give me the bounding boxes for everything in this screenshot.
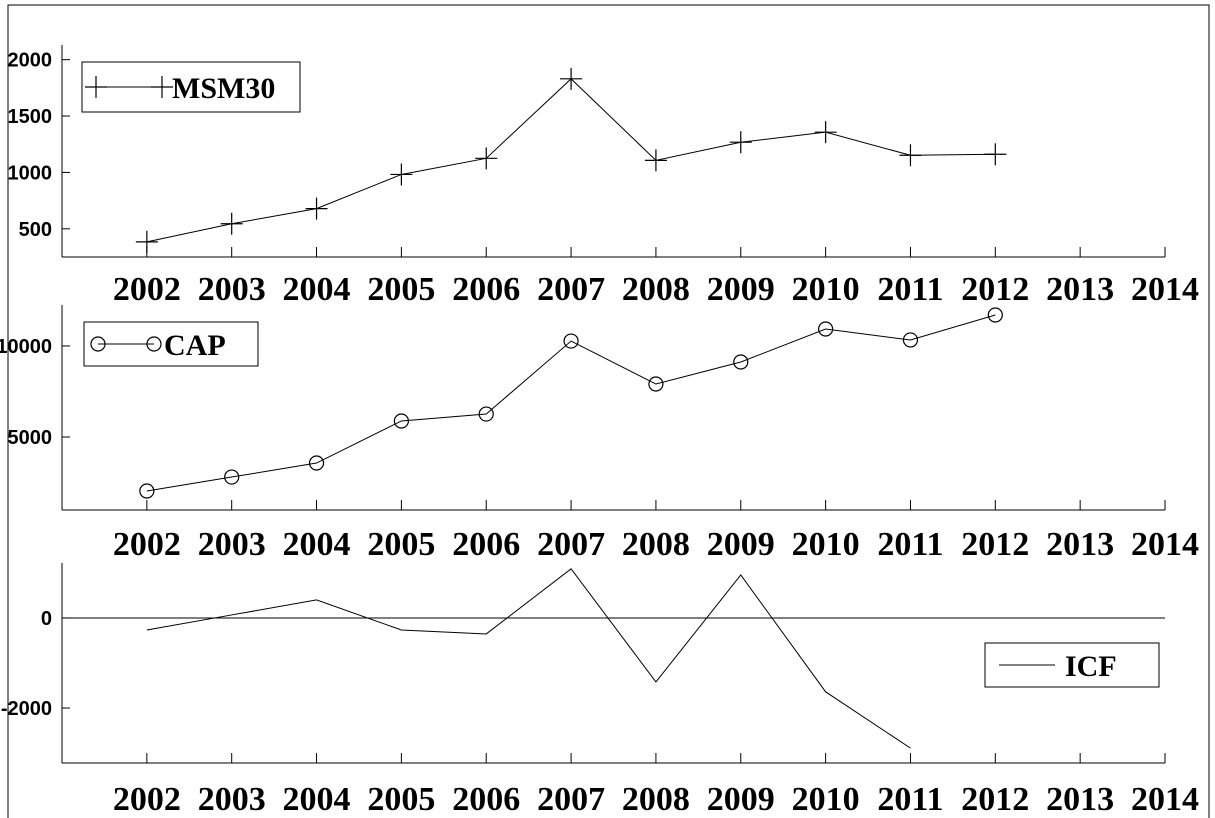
marker (224, 469, 240, 485)
y-tick-label: 500 (19, 219, 52, 241)
legend-label: MSM30 (172, 72, 275, 105)
x-tick-label: 2002 (113, 526, 181, 563)
y-tick-label: 2000 (8, 50, 53, 72)
marker (475, 147, 498, 170)
x-tick-label: 2003 (198, 781, 266, 818)
marker (899, 144, 922, 167)
y-tick-label: 5000 (8, 427, 53, 449)
x-tick-label: 2011 (877, 781, 943, 818)
x-tick-label: 2008 (622, 526, 690, 563)
marker (814, 121, 837, 144)
x-tick-label: 2006 (452, 781, 520, 818)
marker (987, 307, 1003, 323)
marker (902, 332, 919, 348)
series-line (146, 314, 996, 492)
legend-marker (90, 336, 106, 352)
y-tick-label: 10000 (0, 336, 52, 358)
x-tick-label: 2010 (792, 271, 860, 308)
x-tick-label: 2002 (113, 271, 181, 308)
x-tick-label: 2012 (961, 271, 1029, 308)
x-tick-label: 2009 (707, 271, 775, 308)
x-tick-label: 2005 (367, 271, 435, 308)
x-tick-label: 2007 (537, 271, 605, 308)
x-tick-label: 2006 (452, 271, 520, 308)
marker (220, 212, 243, 235)
x-tick-label: 2011 (877, 271, 943, 308)
marker (393, 413, 409, 429)
marker (560, 67, 583, 90)
x-tick-label: 2009 (707, 781, 775, 818)
x-tick-label: 2010 (792, 781, 860, 818)
x-tick-label: 2007 (537, 526, 605, 563)
y-tick-label: 0 (41, 608, 52, 630)
x-tick-label: 2013 (1046, 271, 1114, 308)
marker (984, 143, 1007, 166)
marker (305, 197, 328, 220)
marker (729, 131, 752, 154)
x-tick-label: 2006 (452, 526, 520, 563)
x-tick-label: 2011 (877, 526, 943, 563)
x-tick-label: 2003 (198, 271, 266, 308)
frame (7, 4, 1210, 818)
x-tick-label: 2002 (113, 781, 181, 818)
marker (139, 483, 155, 499)
y-tick-label: 1500 (8, 106, 53, 128)
marker (644, 149, 667, 172)
x-tick-label: 2012 (961, 526, 1029, 563)
x-tick-label: 2013 (1046, 781, 1114, 818)
y-tick-label: 1000 (8, 162, 53, 184)
marker (648, 376, 664, 392)
x-tick-label: 2008 (622, 271, 690, 308)
legend-marker (151, 76, 173, 98)
x-tick-label: 2007 (537, 781, 605, 818)
x-tick-label: 2008 (622, 781, 690, 818)
x-tick-label: 2003 (198, 526, 266, 563)
marker (478, 406, 494, 422)
legend-marker (146, 336, 162, 352)
x-tick-label: 2013 (1046, 526, 1114, 563)
marker (563, 333, 579, 349)
x-tick-label: 2009 (707, 526, 775, 563)
x-tick-label: 2005 (367, 781, 435, 818)
marker (818, 321, 834, 337)
series-line (146, 568, 911, 749)
legend-marker (85, 76, 107, 98)
marker (733, 354, 749, 370)
marker (390, 163, 413, 186)
x-tick-label: 2010 (792, 526, 860, 563)
x-tick-label: 2014 (1131, 526, 1199, 563)
x-tick-label: 2004 (283, 781, 351, 818)
x-tick-label: 2014 (1131, 271, 1199, 308)
y-tick-label: -2000 (1, 698, 52, 720)
x-tick-label: 2005 (367, 526, 435, 563)
legend-label: CAP (164, 329, 226, 362)
marker (135, 230, 158, 253)
marker (308, 455, 325, 471)
x-tick-label: 2004 (283, 526, 351, 563)
x-tick-label: 2014 (1131, 781, 1199, 818)
legend-label: ICF (1065, 650, 1117, 683)
x-tick-label: 2012 (961, 781, 1029, 818)
x-tick-label: 2004 (283, 271, 351, 308)
